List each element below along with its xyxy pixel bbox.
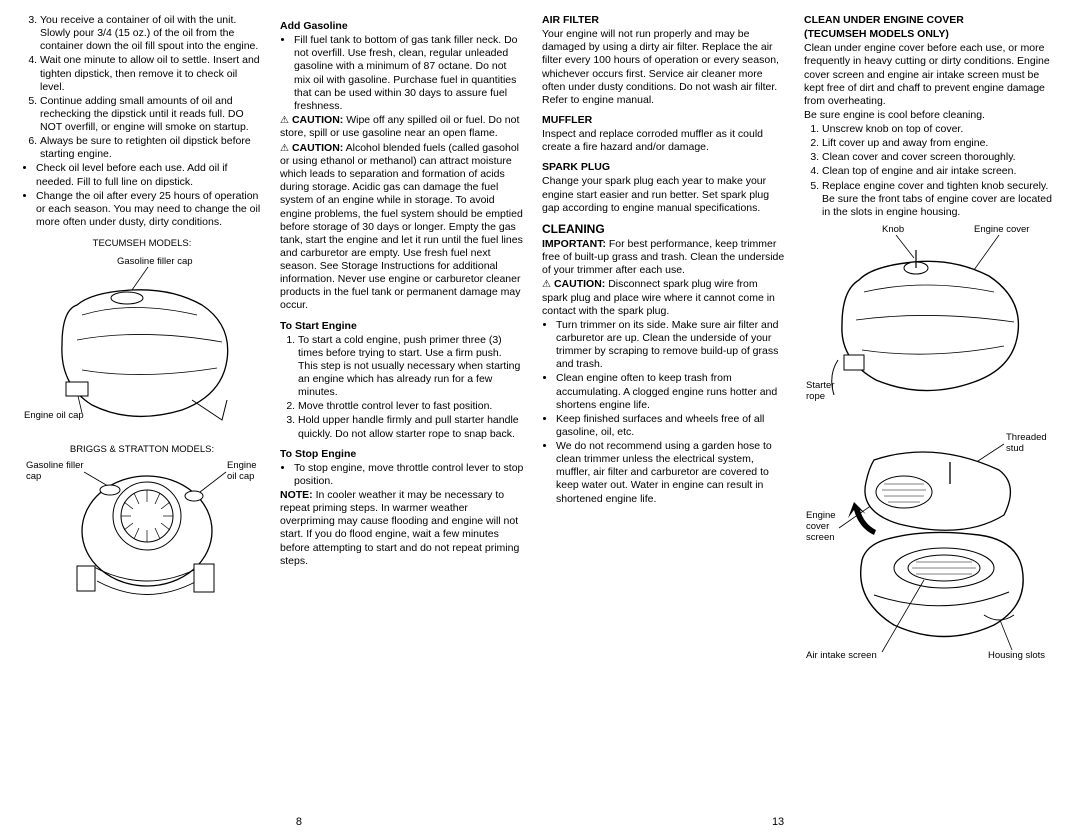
note-label: NOTE: — [280, 489, 313, 501]
clean-step: Unscrew knob on top of cover. — [822, 123, 1054, 136]
engine-cover-top-figure: Knob Engine cover Starter rope — [804, 220, 1054, 420]
caution-label: CAUTION: — [292, 114, 343, 126]
clean-cover-steps: Unscrew knob on top of cover. Lift cover… — [804, 123, 1054, 220]
clean-cover-p1: Clean under engine cover before each use… — [804, 42, 1054, 108]
cleaning-item: Keep finished surfaces and wheels free o… — [556, 413, 786, 439]
knob-label: Knob — [882, 224, 904, 235]
start-step: To start a cold engine, push primer thre… — [298, 334, 524, 400]
gasoline-list: Fill fuel tank to bottom of gas tank fil… — [280, 34, 524, 114]
column-4: Clean Under Engine Cover (Tecumseh Model… — [804, 14, 1054, 826]
oil-step: You receive a container of oil with the … — [40, 14, 262, 53]
warning-icon — [280, 142, 292, 154]
warning-icon — [280, 114, 292, 126]
stop-note: To stop engine, move throttle control le… — [294, 462, 524, 488]
cleaning-item: We do not recommend using a garden hose … — [556, 440, 786, 506]
clean-cover-heading-1: Clean Under Engine Cover — [804, 14, 1054, 27]
caution-spill: CAUTION: Wipe off any spilled oil or fue… — [280, 114, 524, 141]
svg-text:oil cap: oil cap — [227, 471, 254, 482]
column-3: Air Filter Your engine will not run prop… — [542, 14, 786, 826]
engine-oil-cap-label: Engine oil cap — [24, 410, 84, 421]
air-filter-heading: Air Filter — [542, 14, 786, 27]
muffler-heading: Muffler — [542, 114, 786, 127]
muffler-text: Inspect and replace corroded muffler as … — [542, 128, 786, 154]
engine-cover-label: Engine cover — [974, 224, 1029, 235]
air-filter-text: Your engine will not run properly and ma… — [542, 28, 786, 107]
cleaning-heading: Cleaning — [542, 222, 786, 237]
svg-text:Threaded: Threaded — [1006, 432, 1047, 443]
start-engine-steps: To start a cold engine, push primer thre… — [280, 334, 524, 442]
start-step: Hold upper handle firmly and pull starte… — [298, 414, 524, 440]
svg-text:Air intake screen: Air intake screen — [806, 650, 877, 661]
page-left: 8 — [296, 816, 302, 830]
oil-note: Change the oil after every 25 hours of o… — [36, 190, 262, 229]
oil-steps-list: You receive a container of oil with the … — [22, 14, 262, 162]
cleaning-important: IMPORTANT: For best performance, keep tr… — [542, 238, 786, 277]
cleaning-bullets: Turn trimmer on its side. Make sure air … — [542, 319, 786, 507]
svg-text:Gasoline filler: Gasoline filler — [26, 460, 84, 471]
engine-cover-removed-figure: Threaded stud Engine cover screen — [804, 420, 1054, 670]
cleaning-item: Turn trimmer on its side. Make sure air … — [556, 319, 786, 372]
clean-step: Clean top of engine and air intake scree… — [822, 165, 1054, 178]
svg-text:Engine: Engine — [227, 460, 257, 471]
gasoline-filler-cap-label: Gasoline filler cap — [117, 256, 193, 267]
rope-label: rope — [806, 391, 825, 402]
oil-step: Continue adding small amounts of oil and… — [40, 95, 262, 134]
figure2-title: BRIGGS & STRATTON MODELS: — [22, 444, 262, 456]
svg-text:cover: cover — [806, 521, 829, 532]
oil-notes-list: Check oil level before each use. Add oil… — [22, 162, 262, 230]
start-step: Move throttle control lever to fast posi… — [298, 400, 524, 413]
note-text: In cooler weather it may be necessary to… — [280, 489, 519, 567]
column-2: Add Gasoline Fill fuel tank to bottom of… — [280, 14, 524, 826]
caution-alcohol: CAUTION: Alcohol blended fuels (called g… — [280, 142, 524, 313]
note-priming: NOTE: In cooler weather it may be necess… — [280, 489, 524, 568]
clean-step: Clean cover and cover screen thoroughly. — [822, 151, 1054, 164]
caution-text: Alcohol blended fuels (called gasohol or… — [280, 142, 523, 312]
clean-step: Replace engine cover and tighten knob se… — [822, 180, 1054, 219]
figure1-title: TECUMSEH MODELS: — [22, 238, 262, 250]
svg-text:stud: stud — [1006, 443, 1024, 454]
svg-text:Engine: Engine — [806, 510, 836, 521]
page-right: 13 — [772, 816, 784, 830]
start-engine-heading: To Start Engine — [280, 320, 524, 333]
starter-label: Starter — [806, 380, 835, 391]
clean-cover-p2: Be sure engine is cool before cleaning. — [804, 109, 1054, 122]
caution-label: CAUTION: — [292, 142, 343, 154]
oil-note: Check oil level before each use. Add oil… — [36, 162, 262, 188]
svg-text:cap: cap — [26, 471, 41, 482]
cleaning-caution: CAUTION: Disconnect spark plug wire from… — [542, 278, 786, 318]
clean-cover-heading-2: (Tecumseh Models Only) — [804, 28, 1054, 41]
warning-icon — [542, 278, 554, 290]
oil-step: Always be sure to retighten oil dipstick… — [40, 135, 262, 161]
briggs-engine-figure: Gasoline filler cap Engine oil cap — [22, 456, 262, 631]
caution-label: CAUTION: — [554, 278, 605, 290]
spark-plug-heading: Spark Plug — [542, 161, 786, 174]
spark-plug-text: Change your spark plug each year to make… — [542, 175, 786, 214]
stop-engine-list: To stop engine, move throttle control le… — [280, 462, 524, 489]
column-1: You receive a container of oil with the … — [22, 14, 262, 826]
svg-text:Housing slots: Housing slots — [988, 650, 1045, 661]
important-label: IMPORTANT: — [542, 238, 606, 250]
stop-engine-heading: To Stop Engine — [280, 448, 524, 461]
cleaning-item: Clean engine often to keep trash from ac… — [556, 372, 786, 411]
clean-step: Lift cover up and away from engine. — [822, 137, 1054, 150]
page-numbers: 8 13 — [0, 816, 1080, 830]
svg-text:screen: screen — [806, 532, 835, 543]
gasoline-note: Fill fuel tank to bottom of gas tank fil… — [294, 34, 524, 113]
tecumseh-engine-figure: Gasoline filler cap Engine oil cap — [22, 250, 262, 440]
oil-step: Wait one minute to allow oil to settle. … — [40, 54, 262, 93]
add-gasoline-heading: Add Gasoline — [280, 20, 524, 33]
